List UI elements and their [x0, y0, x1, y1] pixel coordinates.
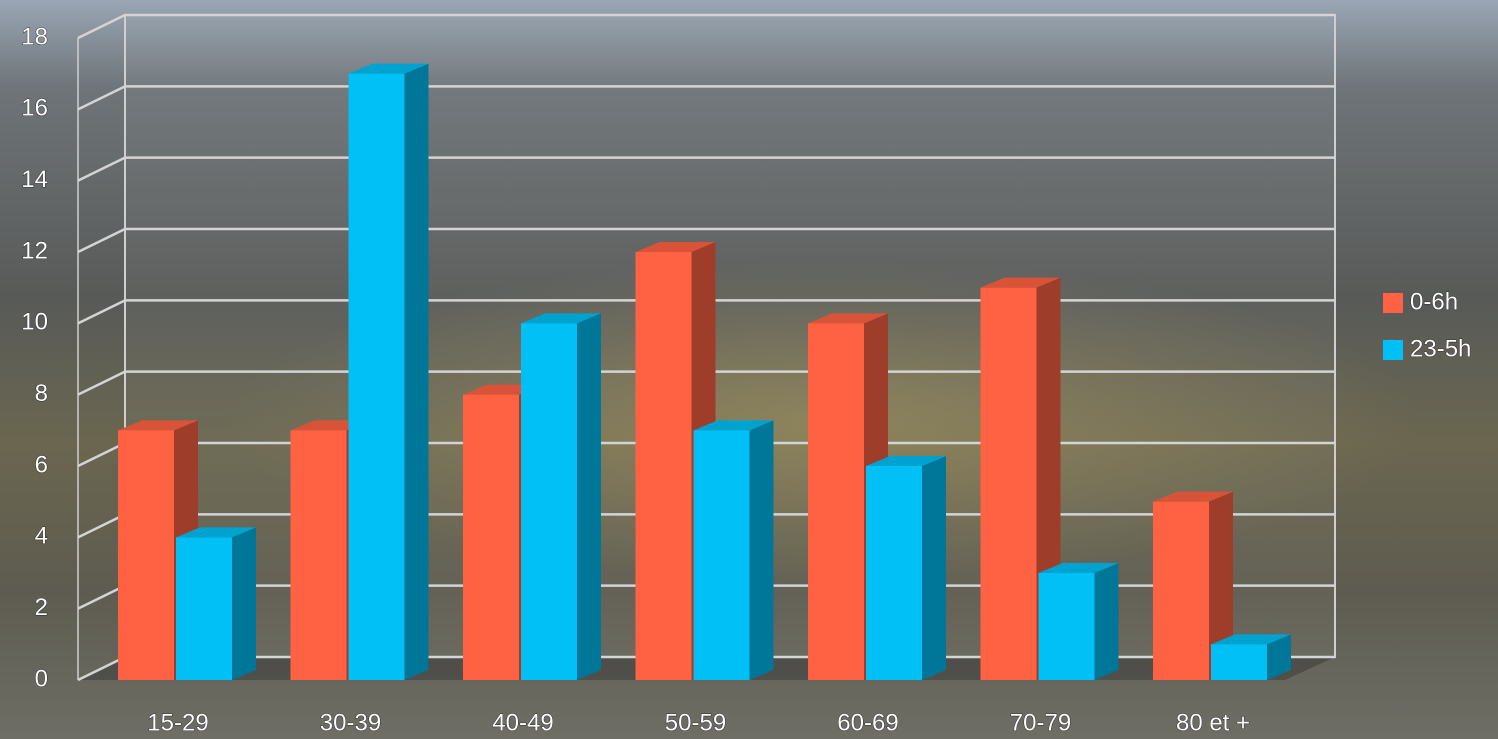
grid-line [77, 227, 1335, 254]
bar-side [404, 63, 429, 680]
y-tick-label: 6 [35, 451, 48, 478]
bar-top [693, 420, 774, 431]
bar-side [1094, 563, 1119, 680]
bar-top [118, 420, 198, 431]
bar-side [1209, 491, 1233, 680]
x-tick-label: 30-39 [320, 709, 381, 736]
bar [521, 313, 601, 680]
grid-line [77, 299, 1335, 325]
bar-side [749, 420, 774, 680]
grid-line [77, 13, 1335, 40]
bar-side [232, 527, 256, 680]
y-tick-label: 10 [21, 309, 48, 336]
x-tick-label: 80 et + [1176, 709, 1250, 736]
bar-top [1038, 563, 1119, 573]
bar [1038, 563, 1119, 680]
bar-front [980, 287, 1037, 680]
bar-top [348, 63, 429, 74]
bar-front [1153, 501, 1209, 680]
y-tick-label: 2 [35, 594, 48, 621]
bar-front [118, 430, 174, 680]
bar [348, 63, 429, 680]
bar-top [635, 242, 716, 252]
x-tick-label: 15-29 [147, 709, 208, 736]
bar-side [922, 456, 946, 680]
bar-top [176, 527, 256, 538]
bar-front [635, 252, 692, 680]
bar-front [463, 394, 519, 680]
bar-top [808, 313, 888, 324]
y-tick-label: 8 [35, 380, 48, 407]
y-tick-label: 16 [21, 95, 48, 122]
grid-line [77, 85, 1335, 111]
x-tick-label: 50-59 [665, 709, 726, 736]
bar [693, 420, 774, 680]
bar [866, 456, 946, 680]
legend-swatch [1383, 293, 1403, 313]
x-tick-label: 70-79 [1010, 709, 1071, 736]
bar-top [1211, 634, 1291, 645]
legend-swatch [1383, 340, 1403, 360]
bar-front [521, 323, 577, 680]
legend-label: 23-5h [1410, 335, 1471, 362]
bar-top [521, 313, 601, 324]
bar-side [1267, 634, 1291, 680]
y-tick-label: 14 [21, 166, 48, 193]
bar-front [866, 466, 922, 680]
grid-line [77, 370, 1335, 396]
bar [1153, 491, 1233, 680]
bar-front [808, 323, 864, 680]
bar-top [980, 277, 1061, 288]
bar-top [1153, 491, 1233, 502]
y-tick-label: 18 [21, 23, 48, 50]
bar-side [577, 313, 601, 680]
y-tick-label: 0 [35, 665, 48, 692]
bar-front [176, 537, 232, 680]
x-tick-label: 60-69 [837, 709, 898, 736]
y-tick-label: 12 [21, 237, 48, 264]
legend-label: 0-6h [1410, 288, 1458, 315]
bar-front [693, 430, 750, 680]
bar-front [290, 430, 347, 680]
y-tick-label: 4 [35, 523, 48, 550]
x-tick-label: 40-49 [492, 709, 553, 736]
bar-front [1038, 573, 1095, 680]
bar-top [866, 456, 946, 466]
bar-front [1211, 644, 1267, 680]
grid-line [77, 156, 1335, 182]
bar [1211, 634, 1291, 680]
bar-front [348, 73, 405, 680]
bar [176, 527, 256, 680]
